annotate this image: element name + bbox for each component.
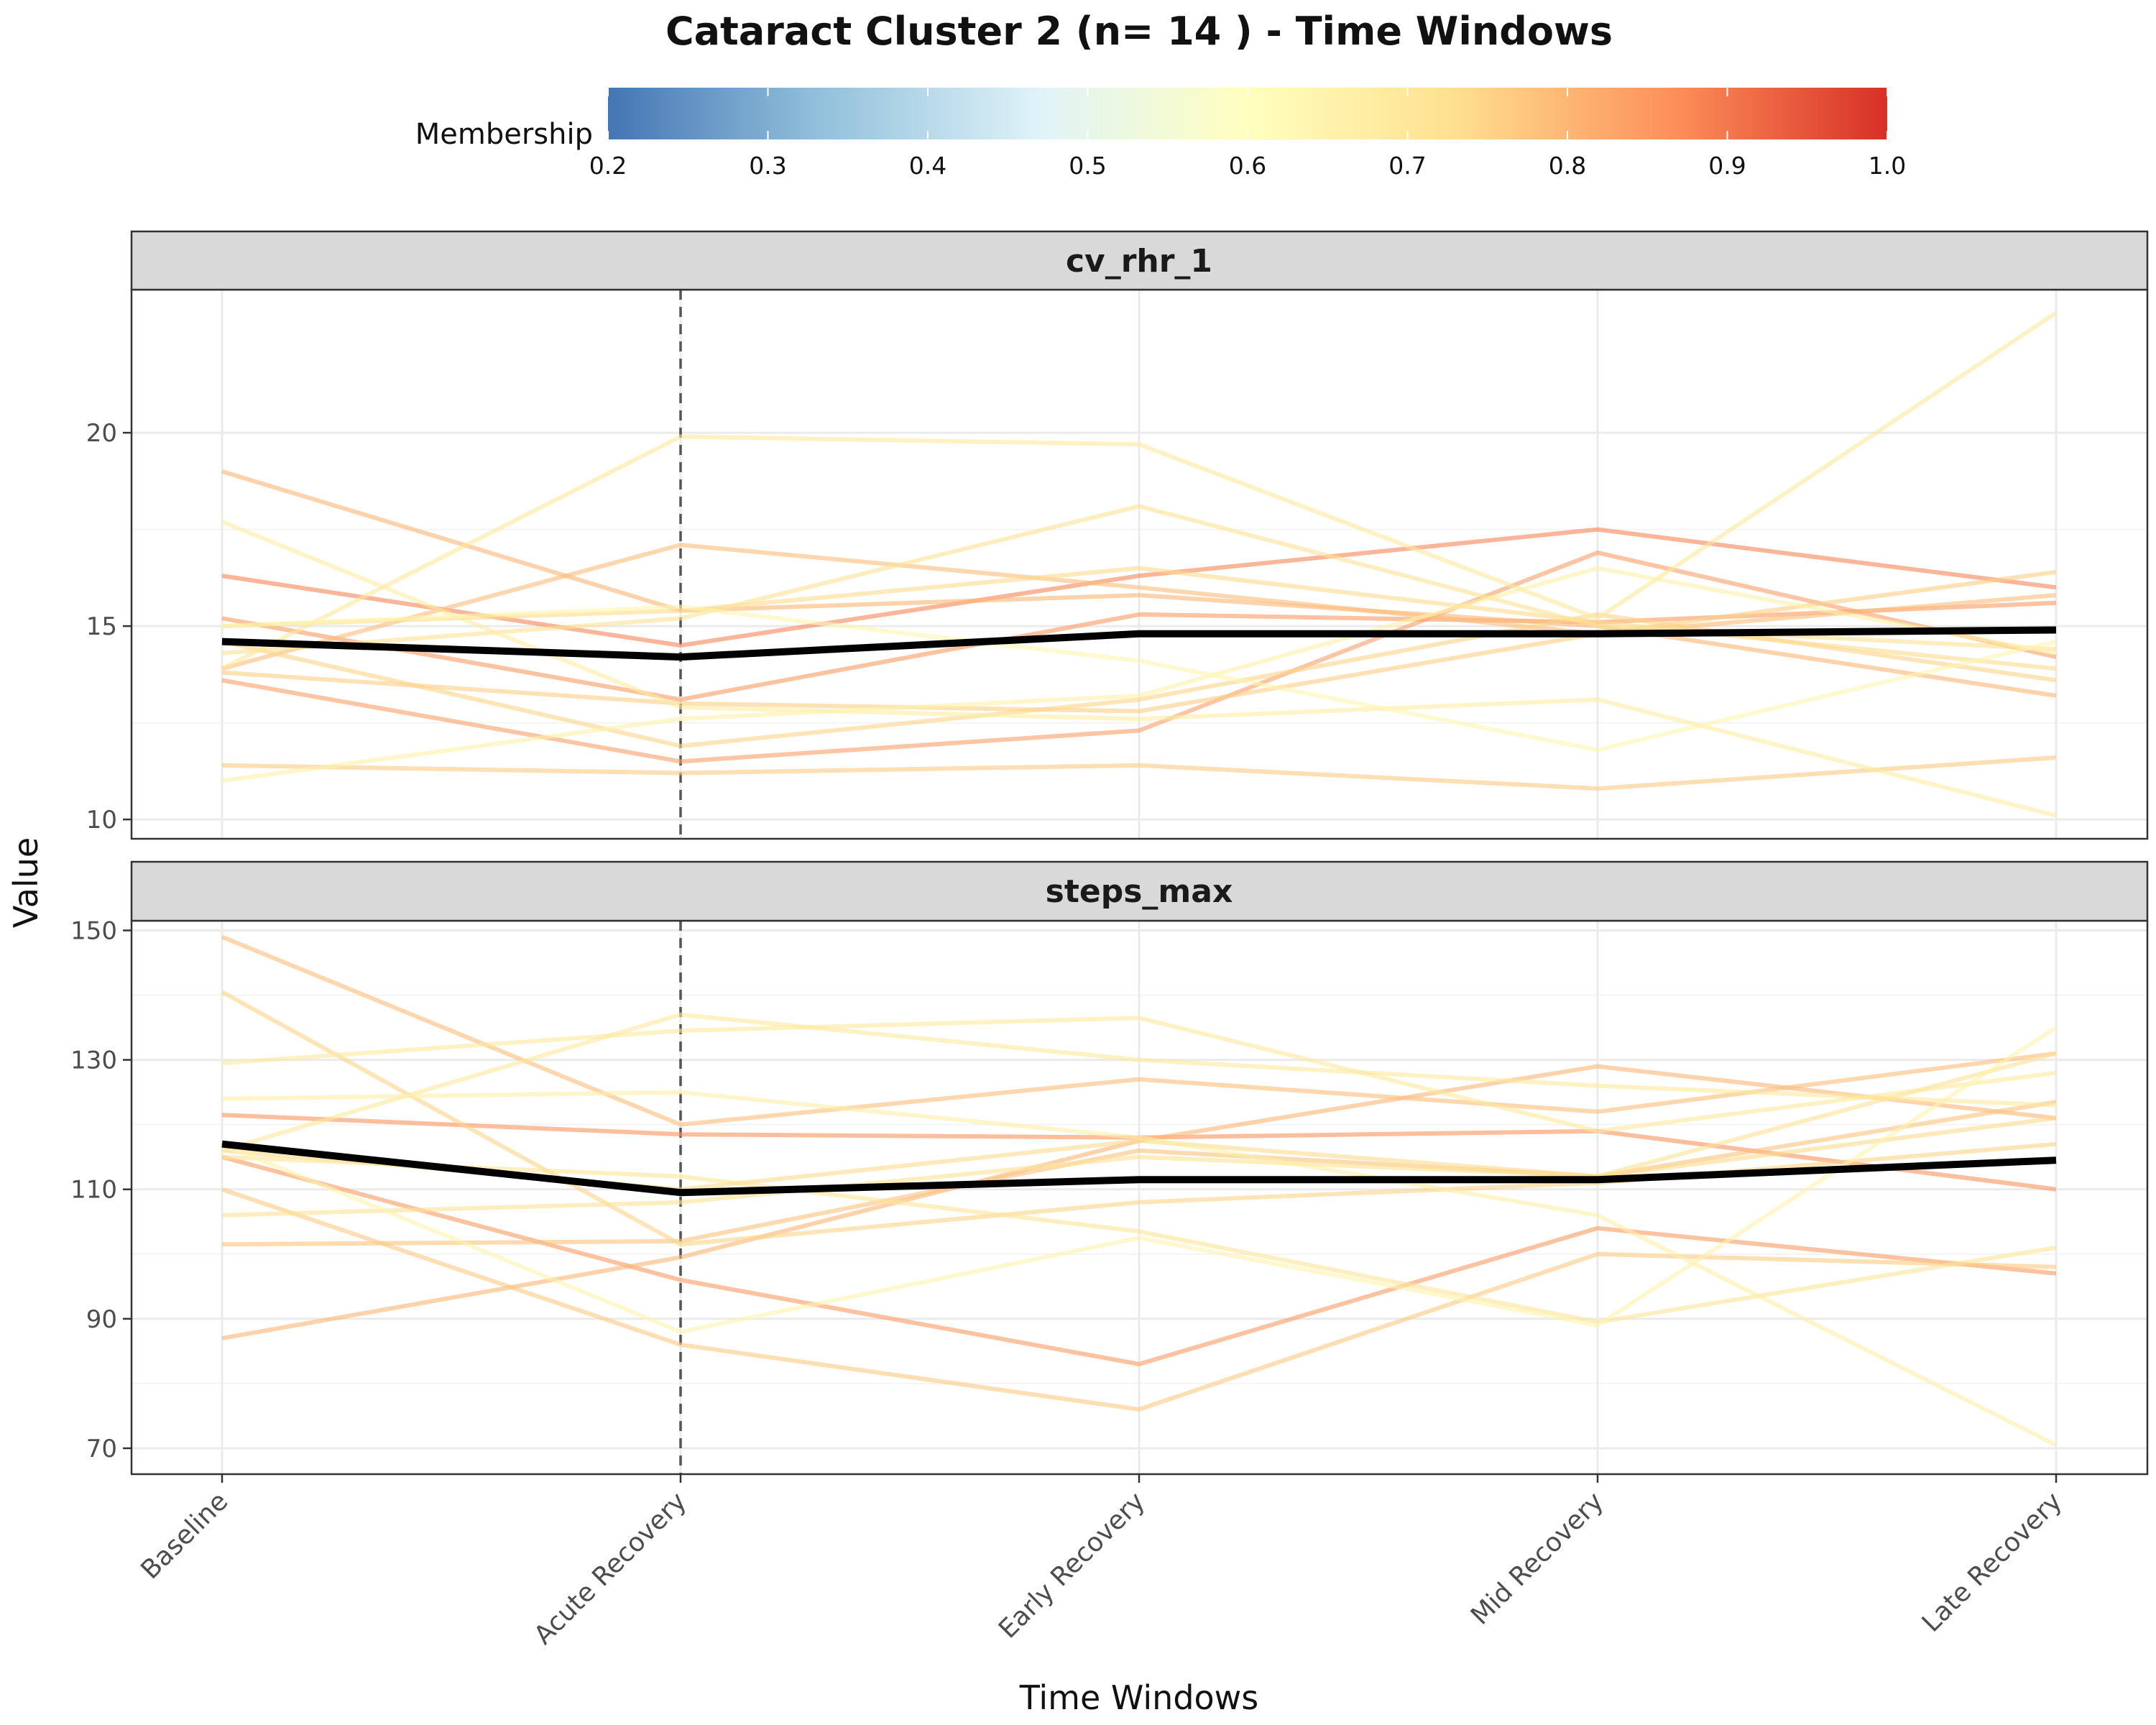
x-tick-label: Mid Recovery [1465,1486,1609,1630]
colorbar-tick-label: 0.5 [1069,152,1106,180]
colorbar-tick-label: 0.8 [1549,152,1586,180]
panel-strip [130,860,2149,922]
y-tick-label: 150 [70,917,117,946]
colorbar-tick-label: 0.3 [749,152,786,180]
x-tick-label: Acute Recovery [529,1486,693,1650]
series-line-13 [221,1090,2058,1448]
x-axis: Baseline Acute Recovery Early Recovery Mid … [135,1474,2068,1650]
series-line-1 [221,527,2057,648]
series-line-14 [221,1026,2058,1334]
series-line-2 [221,600,2057,702]
colorbar-tick-label: 1.0 [1869,152,1906,180]
series-line-6 [221,755,2057,791]
y-tick-label: 90 [86,1305,117,1334]
y-tick-label: 10 [86,806,117,834]
series-line-14 [221,604,2057,753]
series-line-3 [221,550,2057,764]
series-line-7 [221,569,2057,714]
panel-cv-rhr-1: cv_rhr_1 10 15 20 [86,230,2149,840]
series-line-6 [221,1187,2057,1412]
series-line-9 [221,1051,2057,1218]
x-tick-label: Late Recovery [1917,1486,2068,1638]
series-line-12 [221,520,2057,818]
series-line-5 [221,543,2057,671]
colorbar-tick-label: 0.7 [1388,152,1426,180]
x-tick-label: Early Recovery [993,1486,1151,1644]
y-tick-label: 70 [86,1435,117,1463]
panel-steps-max: steps_max 70 90 110 130 150 [70,860,2149,1476]
panel-strip [130,230,2149,291]
y-tick-label: 130 [70,1046,117,1075]
colorbar-tick-label: 0.4 [909,152,946,180]
y-tick-label: 110 [70,1176,117,1205]
colorbar-tick-label: 0.6 [1229,152,1266,180]
series-line-11 [221,310,2058,671]
series-line-5 [221,1100,2057,1247]
panel-strip-label: steps_max [1046,873,1233,910]
color-legend: Membership 0.2 0.3 0.4 0.5 0.6 0.7 0.8 0.9 1.0 [415,88,1906,180]
colorbar-tick-label: 0.9 [1708,152,1746,180]
y-tick-label: 15 [86,612,117,641]
series-line-12 [221,1016,2057,1133]
series-line-10 [221,1154,2057,1325]
legend-title: Membership [415,118,593,151]
series-line-2 [221,1154,2057,1366]
series-line-9 [221,566,2057,671]
y-tick-label: 20 [86,419,117,448]
x-tick-label: Baseline [135,1486,234,1585]
series-line-13 [221,566,2057,783]
series-line-4 [221,469,2057,698]
x-axis-title: Time Windows [1019,1678,1259,1717]
mean-line [221,626,2057,661]
y-axis-title: Value [6,837,45,928]
mean-line [221,1140,2057,1197]
panel-strip-label: cv_rhr_1 [1066,243,1212,280]
colorbar-tick-label: 0.2 [589,152,627,180]
series-line-11 [221,1012,2057,1153]
chart-title: Cataract Cluster 2 (n= 14 ) - Time Windo… [665,9,1613,54]
